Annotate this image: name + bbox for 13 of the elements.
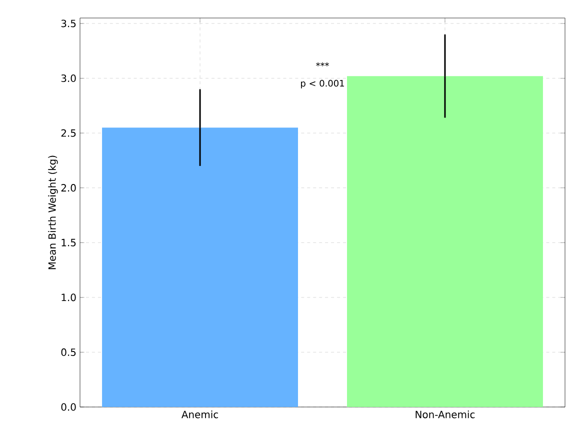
- y-tick-label: 3.5: [61, 20, 76, 28]
- y-tick-label: 0.5: [61, 348, 76, 356]
- y-tick-label: 3.0: [61, 74, 76, 82]
- y-tick-label: 0.0: [61, 403, 76, 411]
- y-axis-title: Mean Birth Weight (kg): [48, 156, 58, 270]
- x-tick-label: Anemic: [182, 410, 218, 418]
- x-tick-label: Non-Anemic: [416, 410, 475, 418]
- annotation: p < 0.001: [301, 80, 344, 88]
- annotation: ***: [316, 62, 329, 66]
- y-tick-label: 2.0: [61, 184, 76, 192]
- y-tick-label: 1.0: [62, 294, 76, 302]
- y-tick-label: 2.5: [61, 129, 76, 137]
- y-tick-label: 1.5: [62, 238, 76, 246]
